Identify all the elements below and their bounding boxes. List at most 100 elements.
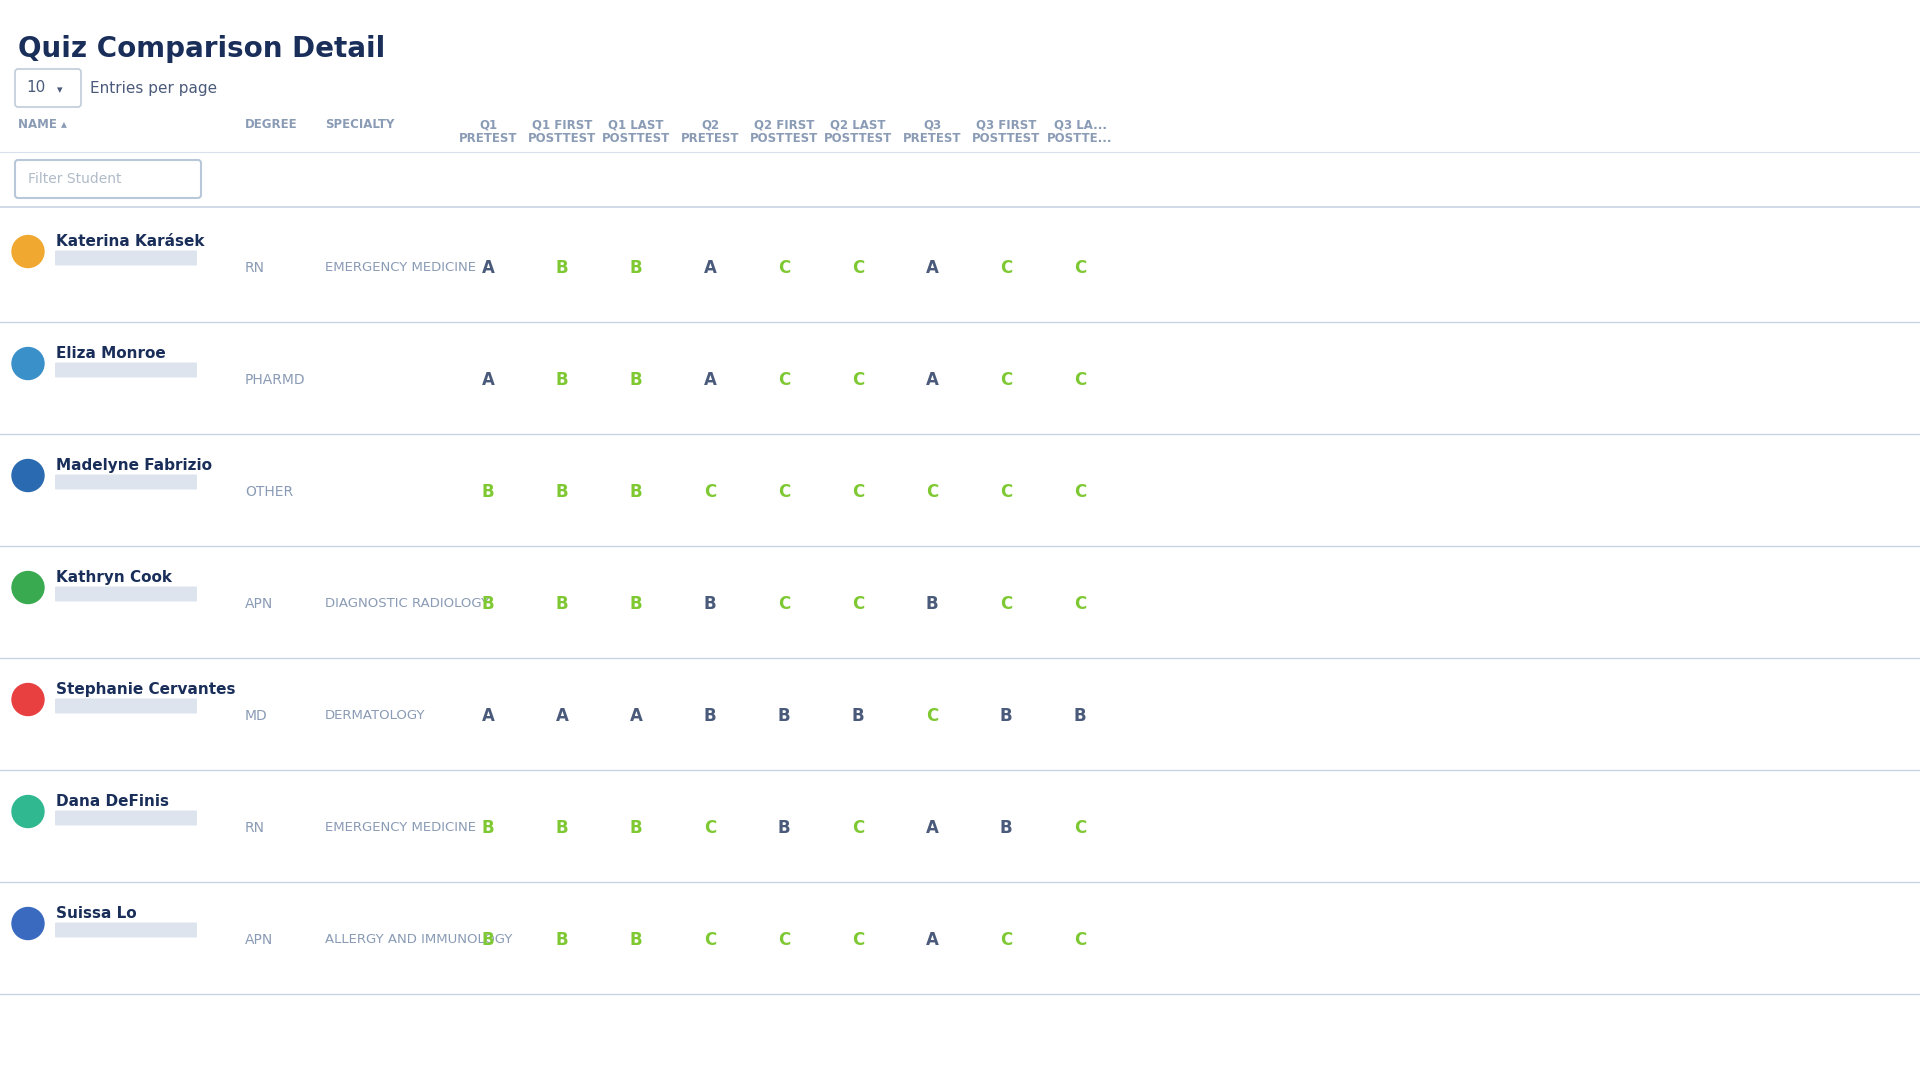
Text: POSTTEST: POSTTEST xyxy=(824,132,893,145)
Text: Filter Student: Filter Student xyxy=(29,172,121,186)
Text: B: B xyxy=(705,706,716,725)
Text: B: B xyxy=(630,931,643,948)
FancyBboxPatch shape xyxy=(56,922,198,937)
Text: POSTTE...: POSTTE... xyxy=(1046,132,1114,145)
Text: 10: 10 xyxy=(27,81,46,95)
Text: PRETEST: PRETEST xyxy=(459,132,516,145)
Text: A: A xyxy=(555,706,568,725)
Text: C: C xyxy=(705,483,716,500)
Text: B: B xyxy=(1000,706,1012,725)
Text: DEGREE: DEGREE xyxy=(246,118,298,131)
Text: OTHER: OTHER xyxy=(246,485,294,499)
Text: A: A xyxy=(703,258,716,276)
Text: B: B xyxy=(1000,819,1012,837)
FancyBboxPatch shape xyxy=(56,699,198,714)
Text: A: A xyxy=(482,370,495,389)
Text: EMERGENCY MEDICINE: EMERGENCY MEDICINE xyxy=(324,261,476,274)
Text: B: B xyxy=(630,258,643,276)
Text: A: A xyxy=(482,258,495,276)
Text: B: B xyxy=(482,931,493,948)
Text: C: C xyxy=(1000,594,1012,612)
Text: A: A xyxy=(925,931,939,948)
Text: B: B xyxy=(925,594,939,612)
Text: NAME ▴: NAME ▴ xyxy=(17,118,67,131)
Text: C: C xyxy=(852,819,864,837)
Text: C: C xyxy=(852,370,864,389)
Text: Eliza Monroe: Eliza Monroe xyxy=(56,346,165,361)
Text: C: C xyxy=(1000,370,1012,389)
Text: B: B xyxy=(482,819,493,837)
Text: PRETEST: PRETEST xyxy=(902,132,962,145)
Text: A: A xyxy=(925,258,939,276)
Text: Madelyne Fabrizio: Madelyne Fabrizio xyxy=(56,458,211,473)
Text: B: B xyxy=(778,706,791,725)
Text: POSTTEST: POSTTEST xyxy=(528,132,595,145)
Text: C: C xyxy=(1073,483,1087,500)
Text: POSTTEST: POSTTEST xyxy=(972,132,1041,145)
Text: C: C xyxy=(852,483,864,500)
Text: RN: RN xyxy=(246,821,265,835)
Text: Q1 FIRST: Q1 FIRST xyxy=(532,118,591,131)
FancyBboxPatch shape xyxy=(56,586,198,602)
Text: B: B xyxy=(630,819,643,837)
Text: C: C xyxy=(778,931,791,948)
Text: PRETEST: PRETEST xyxy=(682,132,739,145)
Text: C: C xyxy=(852,594,864,612)
Text: Q3: Q3 xyxy=(924,118,941,131)
Text: DERMATOLOGY: DERMATOLOGY xyxy=(324,708,426,723)
Text: C: C xyxy=(705,931,716,948)
Circle shape xyxy=(12,459,44,491)
Text: A: A xyxy=(482,706,495,725)
Text: A: A xyxy=(925,819,939,837)
Text: APN: APN xyxy=(246,932,273,946)
Text: B: B xyxy=(555,931,568,948)
Circle shape xyxy=(12,907,44,940)
FancyBboxPatch shape xyxy=(15,160,202,198)
Text: B: B xyxy=(555,483,568,500)
Text: ALLERGY AND IMMUNOLOGY: ALLERGY AND IMMUNOLOGY xyxy=(324,933,513,946)
Text: B: B xyxy=(482,594,493,612)
Text: C: C xyxy=(852,931,864,948)
FancyBboxPatch shape xyxy=(56,474,198,489)
Text: A: A xyxy=(925,370,939,389)
Text: C: C xyxy=(1073,258,1087,276)
Text: C: C xyxy=(1073,931,1087,948)
Text: POSTTEST: POSTTEST xyxy=(751,132,818,145)
Text: B: B xyxy=(778,819,791,837)
Text: Entries per page: Entries per page xyxy=(90,81,217,95)
Text: APN: APN xyxy=(246,596,273,610)
Text: EMERGENCY MEDICINE: EMERGENCY MEDICINE xyxy=(324,821,476,834)
Text: B: B xyxy=(555,594,568,612)
Text: C: C xyxy=(1000,483,1012,500)
Text: B: B xyxy=(852,706,864,725)
Text: Q2 LAST: Q2 LAST xyxy=(829,118,885,131)
Text: A: A xyxy=(630,706,643,725)
Text: Katerina Karásek: Katerina Karásek xyxy=(56,234,205,249)
Text: B: B xyxy=(1073,706,1087,725)
Text: B: B xyxy=(630,370,643,389)
Circle shape xyxy=(12,235,44,268)
Text: Q2: Q2 xyxy=(701,118,720,131)
Text: C: C xyxy=(1073,594,1087,612)
Text: B: B xyxy=(705,594,716,612)
Text: A: A xyxy=(703,370,716,389)
Text: C: C xyxy=(705,819,716,837)
Text: C: C xyxy=(1000,931,1012,948)
FancyBboxPatch shape xyxy=(56,363,198,378)
Circle shape xyxy=(12,571,44,604)
FancyBboxPatch shape xyxy=(15,69,81,107)
Text: C: C xyxy=(778,258,791,276)
Text: Quiz Comparison Detail: Quiz Comparison Detail xyxy=(17,35,386,63)
FancyBboxPatch shape xyxy=(56,251,198,266)
Circle shape xyxy=(12,796,44,827)
Text: C: C xyxy=(1073,370,1087,389)
Text: Q1 LAST: Q1 LAST xyxy=(609,118,664,131)
Text: PHARMD: PHARMD xyxy=(246,373,305,387)
Text: Dana DeFinis: Dana DeFinis xyxy=(56,794,169,809)
Text: SPECIALTY: SPECIALTY xyxy=(324,118,394,131)
Text: C: C xyxy=(778,594,791,612)
Text: B: B xyxy=(630,483,643,500)
Circle shape xyxy=(12,684,44,716)
Text: B: B xyxy=(555,258,568,276)
Text: B: B xyxy=(555,370,568,389)
